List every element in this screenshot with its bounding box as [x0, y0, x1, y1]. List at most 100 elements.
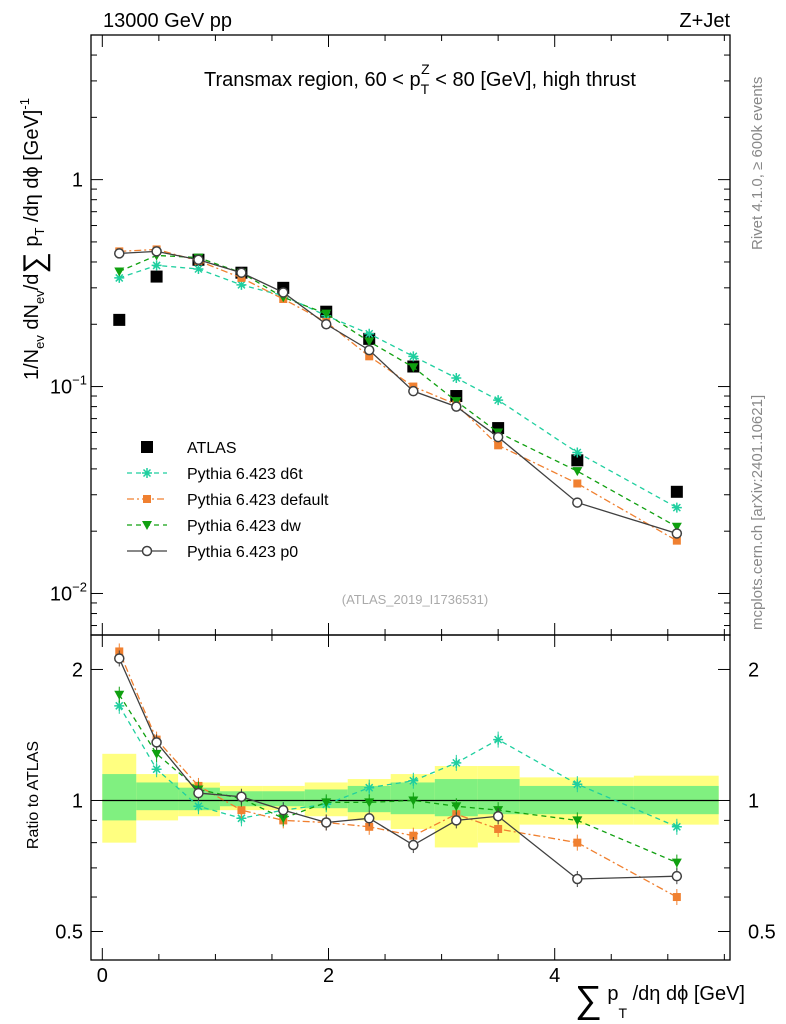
- ratio-point: [321, 798, 332, 808]
- data-point: [151, 246, 162, 257]
- header-process: Z+Jet: [679, 10, 730, 32]
- ratio-point: [572, 779, 583, 790]
- rivet-label: Rivet 4.1.0, ≥ 600k events: [749, 77, 766, 250]
- legend-entry: Pythia 6.423 p0: [127, 544, 298, 561]
- ratio-point: [671, 870, 683, 882]
- ratio-point: [572, 873, 583, 885]
- ratio-point: [151, 749, 162, 759]
- data-point: [320, 319, 332, 330]
- data-point: [670, 485, 683, 498]
- data-point: [408, 385, 419, 397]
- legend-label: ATLAS: [187, 440, 237, 457]
- uncertainty-band-inner: [102, 774, 137, 821]
- legend-label: Pythia 6.423 p0: [187, 544, 298, 561]
- ratio-point: [278, 814, 289, 824]
- x-tick-label: 4: [549, 965, 560, 987]
- data-point: [365, 352, 374, 361]
- y-tick-label: 1: [72, 170, 83, 192]
- ratio-point: [151, 737, 162, 748]
- x-tick-label: 0: [97, 965, 108, 987]
- ratio-point: [451, 815, 462, 826]
- data-point: [236, 279, 247, 290]
- analysis-watermark: (ATLAS_2019_I1736531): [342, 592, 488, 607]
- data-point: [151, 260, 162, 271]
- ratio-point: [193, 787, 204, 799]
- ratio-point: [363, 813, 375, 824]
- data-point: [671, 528, 683, 539]
- y-tick-label-right: 2: [748, 659, 759, 681]
- ratio-ylabel: Ratio to ATLAS: [25, 741, 42, 849]
- ratio-line: [118, 651, 678, 898]
- ratio-point: [408, 839, 419, 851]
- data-point: [113, 313, 126, 326]
- data-point: [572, 467, 583, 477]
- header-energy: 13000 GeV pp: [103, 10, 232, 32]
- data-point: [571, 454, 584, 467]
- ratio-point: [320, 817, 332, 828]
- ratio-line: [118, 705, 678, 828]
- data-point: [671, 522, 682, 532]
- data-point: [150, 270, 163, 283]
- ratio-point: [193, 801, 204, 812]
- main-title: Transmax region, 60 < pTZ < 80 [GeV], hi…: [204, 61, 636, 97]
- uncertainty-band-inner: [136, 782, 179, 811]
- legend-marker: [143, 495, 151, 503]
- ratio-line: [118, 694, 678, 864]
- series-pythia-6-423-p0: [114, 246, 683, 539]
- legend-entry: Pythia 6.423 dw: [127, 518, 301, 535]
- data-point: [321, 309, 332, 319]
- ratio-point: [493, 734, 504, 745]
- ratio-point: [573, 838, 582, 847]
- data-point: [408, 351, 419, 362]
- uncertainty-band-inner: [262, 791, 305, 807]
- legend-entry: Pythia 6.423 d6t: [127, 466, 303, 483]
- legend-label: Pythia 6.423 d6t: [187, 466, 303, 483]
- legend-marker: [142, 521, 152, 530]
- ratio-point: [451, 757, 462, 768]
- legend-entry: ATLAS: [141, 440, 237, 457]
- ratio-point: [494, 824, 503, 833]
- data-point: [408, 363, 419, 373]
- ratio-point: [151, 764, 162, 775]
- ratio-point: [364, 798, 375, 808]
- y-tick-label: 10−1: [50, 373, 87, 399]
- ratio-point: [451, 802, 462, 812]
- data-point: [114, 272, 125, 283]
- legend-entry: Pythia 6.423 default: [127, 492, 329, 509]
- ratio-point: [408, 775, 419, 786]
- legend-marker: [141, 545, 153, 557]
- y-tick-label-right: 0.5: [748, 921, 776, 943]
- ratio-point: [409, 831, 418, 840]
- ratio-plot: 0 2 4 0.5 0.5 1 1 2 2: [55, 634, 776, 987]
- data-point: [672, 536, 681, 545]
- data-point: [114, 248, 125, 259]
- data-point: [451, 372, 462, 383]
- ratio-point: [672, 893, 681, 902]
- ratio-point: [114, 700, 125, 711]
- data-point: [451, 401, 462, 412]
- y-tick-label: 10−2: [50, 579, 87, 605]
- ratio-point: [365, 822, 374, 831]
- ratio-point: [408, 796, 419, 806]
- ratio-point: [114, 690, 125, 700]
- data-point: [493, 395, 504, 406]
- y-tick-label: 2: [72, 659, 83, 681]
- y-tick-label: 0.5: [55, 921, 83, 943]
- ratio-point: [671, 821, 682, 832]
- ratio-point: [236, 813, 247, 824]
- data-point: [114, 267, 125, 277]
- y-tick-label: 1: [72, 790, 83, 812]
- xlabel: ∑ pT /dη dϕ [GeV]: [575, 979, 745, 1021]
- data-point: [193, 254, 204, 266]
- mcplots-label: mcplots.cern.ch [arXiv:2401.10621]: [749, 395, 766, 630]
- ratio-point: [364, 782, 375, 793]
- upper-plot: 1 10−1 10−2: [50, 34, 731, 636]
- series-line: [119, 264, 678, 509]
- upper-ylabel: 1/Nev dNev/d∑ pT /dη dϕ [GeV]-1: [17, 98, 51, 380]
- data-point: [278, 287, 289, 298]
- uncertainty-band-inner: [178, 787, 220, 811]
- series-line: [119, 248, 678, 542]
- data-point: [363, 344, 375, 356]
- ratio-line: [118, 658, 677, 880]
- ratio-point: [572, 816, 583, 826]
